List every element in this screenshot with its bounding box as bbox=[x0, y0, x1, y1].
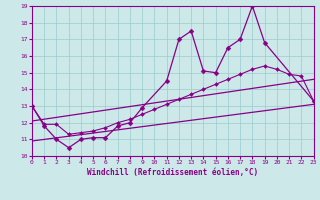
X-axis label: Windchill (Refroidissement éolien,°C): Windchill (Refroidissement éolien,°C) bbox=[87, 168, 258, 177]
